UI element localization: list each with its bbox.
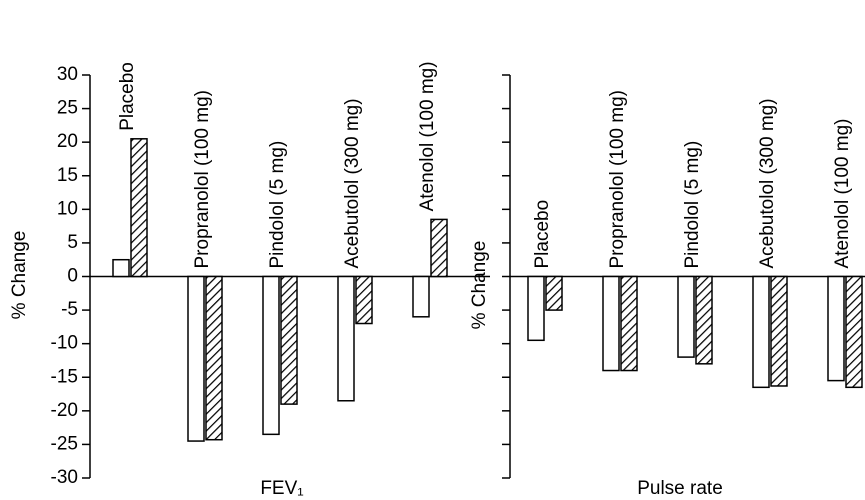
bar: [412, 275, 430, 318]
y-tick-label: 25: [57, 98, 78, 119]
x-axis-label: Pulse rate: [637, 478, 723, 499]
category-label: Propranolol (100 mg): [607, 90, 628, 268]
y-tick-label: -15: [51, 366, 78, 387]
bar: [430, 218, 448, 278]
bar: [620, 275, 638, 372]
bar: [280, 275, 298, 405]
bar: [845, 275, 863, 389]
category-label: Placebo: [117, 62, 138, 131]
y-axis-label: % Change: [469, 241, 490, 330]
bar: [545, 275, 563, 311]
bar: [262, 275, 280, 436]
bar: [205, 275, 223, 441]
category-label: Acebutolol (300 mg): [757, 98, 778, 268]
y-tick-label: -5: [61, 299, 78, 320]
category-label: Pindolol (5 mg): [682, 141, 703, 269]
bar: [677, 275, 695, 358]
y-tick-label: -10: [51, 333, 78, 354]
bar: [527, 275, 545, 342]
category-label: Pindolol (5 mg): [267, 141, 288, 269]
x-axis-label: FEV₁: [260, 478, 303, 499]
bar: [602, 275, 620, 372]
bar: [355, 275, 373, 325]
y-axis-label: % Change: [9, 231, 30, 320]
category-label: Atenolol (100 mg): [417, 61, 438, 211]
y-tick-label: -30: [51, 467, 78, 488]
bar: [695, 275, 713, 365]
bar: [770, 275, 788, 387]
category-label: Placebo: [532, 200, 553, 269]
bar: [112, 258, 130, 278]
y-tick-label: -20: [51, 400, 78, 421]
bar: [130, 138, 148, 278]
bar: [337, 275, 355, 402]
y-tick-label: 0: [67, 266, 78, 287]
bar: [827, 275, 845, 382]
bar: [187, 275, 205, 442]
bar: [752, 275, 770, 389]
y-tick-label: 30: [57, 64, 78, 85]
y-tick-label: -25: [51, 433, 78, 454]
category-label: Propranolol (100 mg): [192, 90, 213, 268]
category-label: Acebutolol (300 mg): [342, 98, 363, 268]
category-label: Atenolol (100 mg): [832, 119, 853, 269]
y-tick-label: 10: [57, 198, 78, 219]
y-tick-label: 20: [57, 131, 78, 152]
y-tick-label: 15: [57, 165, 78, 186]
y-tick-label: 5: [67, 232, 78, 253]
